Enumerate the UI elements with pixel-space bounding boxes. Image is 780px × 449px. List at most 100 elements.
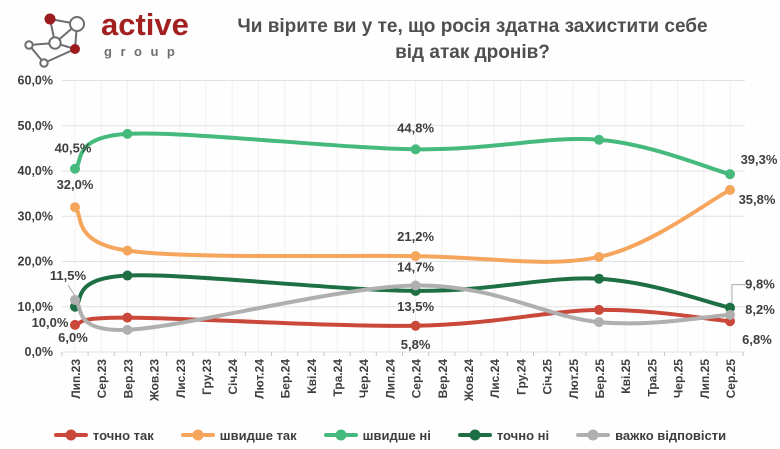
x-tick-label: Тра.24 [331, 359, 345, 397]
legend-marker-dot [469, 429, 481, 441]
active-group-logo: active group [8, 4, 228, 74]
data-point-label: 44,8% [397, 120, 434, 135]
series-line-0 [73, 307, 732, 328]
data-point-marker [594, 273, 604, 284]
x-tick-label: Чер.24 [357, 359, 371, 398]
data-point-label: 40,5% [55, 141, 92, 156]
x-tick-label: Сер.24 [410, 359, 424, 399]
page-title: Чи вірите ви у те, що росія здатна захис… [237, 16, 708, 63]
x-tick-label: Жов.23 [148, 359, 162, 402]
y-tick-label: 0,0% [25, 345, 54, 359]
y-tick-label: 40,0% [18, 164, 53, 178]
x-tick-label: Лют.24 [252, 359, 266, 399]
x-tick-label: Лип.24 [383, 359, 397, 399]
x-tick-label: Лип.25 [698, 359, 712, 399]
x-tick-label: Кві.24 [305, 359, 319, 394]
legend-marker-icon [576, 429, 611, 441]
data-point-marker [410, 144, 421, 155]
series-line-3 [73, 273, 732, 310]
data-point-marker [725, 302, 735, 313]
legend-label: точно так [92, 427, 154, 443]
logo-node [48, 36, 62, 50]
data-point-label: 8,2% [745, 302, 775, 317]
logo-edge [43, 48, 76, 64]
x-tick-label: Бер.24 [279, 359, 293, 399]
data-point-marker [70, 294, 80, 305]
x-tick-label: Жов.24 [462, 359, 476, 402]
y-tick-label: 20,0% [18, 255, 53, 269]
data-point-marker [410, 320, 421, 331]
x-tick-label: Лип.23 [69, 359, 83, 399]
x-tick-label: Лют.25 [567, 359, 581, 399]
legend-item-2: швидше ні [323, 427, 431, 443]
data-point-label: 39,3% [741, 152, 778, 167]
data-point-label: 32,0% [57, 177, 94, 192]
x-tick-label: Бер.25 [593, 359, 607, 399]
legend-label: швидше ні [362, 427, 431, 443]
data-point-marker [70, 163, 80, 174]
data-point-marker [410, 280, 421, 291]
x-tick-label: Кві.25 [619, 359, 633, 394]
logo-node [44, 13, 56, 25]
data-point-marker [594, 317, 604, 328]
data-point-marker [410, 285, 421, 296]
data-point-marker [725, 185, 735, 196]
logo-node [39, 58, 49, 68]
data-point-label: 5,8% [401, 337, 431, 352]
x-tick-label: Гру.23 [200, 359, 214, 395]
x-tick-label: Січ.25 [541, 359, 555, 395]
legend-marker-dot [65, 429, 77, 441]
series-line-1 [73, 188, 732, 264]
logo-node [70, 44, 80, 54]
series-line-2 [73, 131, 732, 177]
data-point-label: 14,7% [397, 259, 434, 274]
data-point-marker [410, 251, 421, 262]
legend-item-1: швидше так [180, 427, 297, 443]
data-point-marker [122, 270, 133, 281]
legend-item-0: точно так [53, 427, 154, 443]
label-leader-line [731, 284, 746, 304]
legend-label: швидше так [219, 427, 297, 443]
data-point-marker [594, 304, 604, 315]
data-point-label: 6,8% [742, 332, 772, 347]
data-point-label: 13,5% [397, 299, 434, 314]
legend-item-3: точно ні [457, 427, 550, 443]
data-point-label: 6,0% [58, 330, 88, 345]
data-point-marker [725, 169, 735, 180]
data-point-marker [122, 128, 133, 139]
legend-marker-icon [180, 429, 215, 441]
brand-subtext: group [104, 44, 184, 59]
logo-node [24, 40, 34, 50]
data-point-marker [70, 301, 80, 312]
label-leader-line [67, 284, 76, 297]
legend-marker-dot [587, 429, 599, 441]
series-line-4 [73, 283, 732, 332]
data-point-marker [70, 202, 80, 213]
x-tick-label: Січ.24 [226, 359, 240, 395]
data-point-marker [725, 316, 735, 327]
x-tick-label: Чер.25 [672, 359, 686, 398]
brand-text: active [101, 7, 189, 42]
data-point-marker [594, 134, 604, 145]
data-point-marker [122, 312, 133, 323]
data-point-label: 10,0% [32, 315, 69, 330]
data-point-label: 21,2% [397, 229, 434, 244]
x-tick-label: Сер.25 [724, 359, 738, 399]
legend-marker-icon [457, 429, 492, 441]
logo-node [69, 16, 85, 32]
data-point-marker [122, 324, 133, 335]
data-point-marker [122, 245, 133, 256]
y-tick-label: 30,0% [18, 209, 53, 223]
data-point-marker [594, 251, 604, 262]
data-point-marker [725, 309, 735, 320]
data-point-label: 11,5% [50, 268, 87, 283]
y-tick-label: 10,0% [18, 300, 53, 314]
data-point-marker [70, 319, 80, 330]
legend-label: точно ні [496, 427, 550, 443]
legend-label: важко відповісти [615, 427, 727, 443]
chart-legend: точно так швидше так швидше ні точно ні важк… [0, 423, 780, 447]
x-tick-label: Сер.23 [95, 359, 109, 399]
x-tick-label: Вер.24 [436, 359, 450, 399]
data-point-label: 35,8% [739, 192, 776, 207]
